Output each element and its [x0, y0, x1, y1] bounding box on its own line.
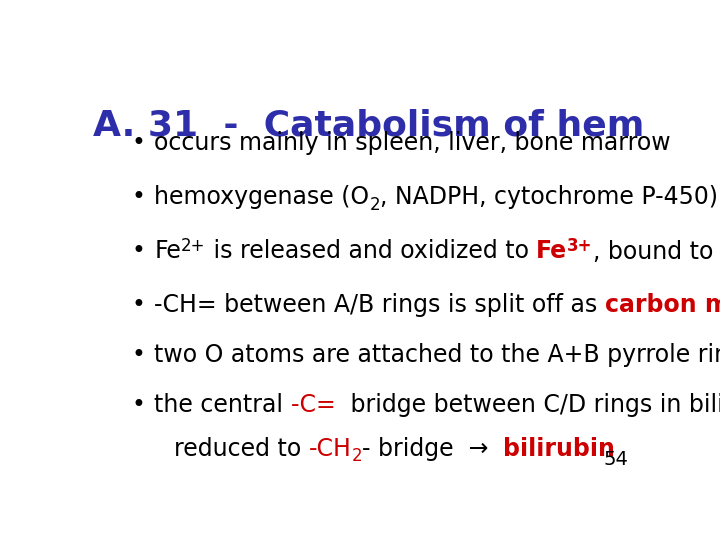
Text: A. 31  -  Catabolism of hem: A. 31 - Catabolism of hem — [94, 109, 644, 143]
Text: •: • — [132, 239, 145, 263]
Text: -C=: -C= — [291, 393, 343, 417]
Text: 54: 54 — [603, 450, 629, 469]
Text: -CH: -CH — [308, 437, 351, 461]
Text: reduced to: reduced to — [174, 437, 308, 461]
Text: bridge between C/D rings in biliverdin is then: bridge between C/D rings in biliverdin i… — [343, 393, 720, 417]
Text: 2: 2 — [369, 195, 380, 214]
Text: hemoxygenase (O: hemoxygenase (O — [154, 185, 369, 209]
Text: the central: the central — [154, 393, 291, 417]
Text: occurs mainly in spleen, liver, bone marrow: occurs mainly in spleen, liver, bone mar… — [154, 131, 671, 155]
Text: •: • — [132, 131, 145, 155]
Text: , bound to ferritin (store): , bound to ferritin (store) — [593, 239, 720, 263]
Text: , NADPH, cytochrome P-450): , NADPH, cytochrome P-450) — [380, 185, 718, 209]
Text: 3+: 3+ — [567, 237, 593, 255]
Text: bilirubin: bilirubin — [503, 437, 615, 461]
Text: 2+: 2+ — [181, 237, 205, 255]
Text: •: • — [132, 343, 145, 367]
Text: carbon monoxide (CO): carbon monoxide (CO) — [605, 293, 720, 317]
Text: •: • — [132, 393, 145, 417]
Text: -CH= between A/B rings is split off as: -CH= between A/B rings is split off as — [154, 293, 605, 317]
Text: - bridge  →: - bridge → — [362, 437, 503, 461]
Text: two O atoms are attached to the A+B pyrrole rings →: two O atoms are attached to the A+B pyrr… — [154, 343, 720, 367]
Text: •: • — [132, 293, 145, 317]
Text: 2: 2 — [351, 447, 362, 465]
Text: Fe: Fe — [154, 239, 181, 263]
Text: is released and oxidized to: is released and oxidized to — [205, 239, 536, 263]
Text: Fe: Fe — [536, 239, 567, 263]
Text: •: • — [132, 185, 145, 209]
